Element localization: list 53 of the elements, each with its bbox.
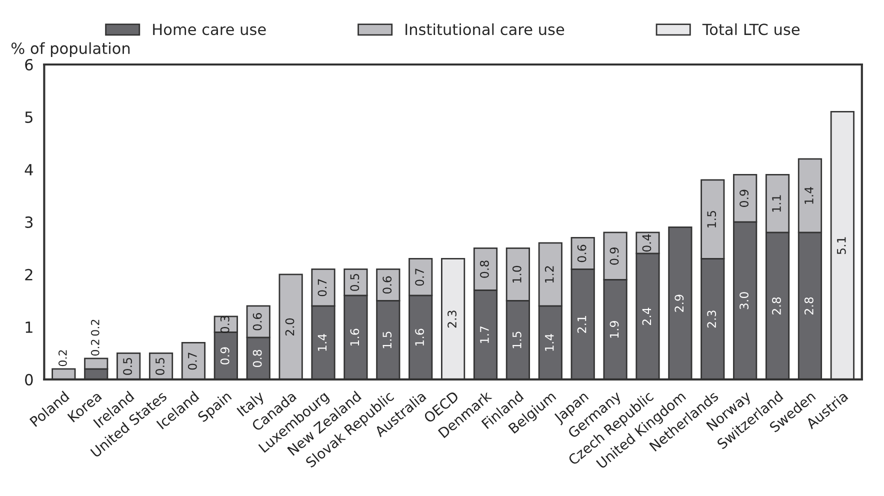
data-label: 0.7 <box>318 279 327 296</box>
data-label: 1.2 <box>544 266 554 283</box>
data-label: 2.0 <box>285 318 294 336</box>
data-label: 0.4 <box>642 234 652 252</box>
data-label: 2.9 <box>674 294 684 312</box>
data-label: 2.8 <box>804 297 814 314</box>
data-label: 0.2 <box>90 320 100 336</box>
data-label: 1.4 <box>545 334 554 351</box>
data-label: 1.9 <box>610 321 619 338</box>
data-label: 1.1 <box>772 195 781 212</box>
data-label: 0.2 <box>58 350 67 366</box>
legend-label: Home care use <box>153 24 266 36</box>
data-label: 0.9 <box>740 190 749 207</box>
data-label: 0.5 <box>156 358 164 375</box>
data-label: 0.6 <box>382 276 392 294</box>
y-tick-label: 2 <box>25 268 32 280</box>
data-label: 1.0 <box>512 266 522 283</box>
data-label: 0.2 <box>90 340 100 356</box>
data-label: 0.5 <box>123 358 132 375</box>
y-tick-label: 3 <box>25 216 33 228</box>
data-label: 1.7 <box>480 326 489 343</box>
data-label: 1.5 <box>707 210 716 228</box>
data-label: 0.5 <box>350 274 360 291</box>
data-label: 1.5 <box>512 332 522 348</box>
y-tick-label: 1 <box>26 322 32 333</box>
data-label: 1.6 <box>415 328 424 346</box>
data-label: 0.3 <box>220 316 230 333</box>
data-label: 0.8 <box>480 260 489 278</box>
y-tick-label: 5 <box>25 112 32 123</box>
data-label: 3.0 <box>740 292 749 310</box>
legend-label: Total LTC use <box>702 23 800 36</box>
data-label: 1.4 <box>318 334 327 351</box>
y-tick-label: 0 <box>25 374 33 386</box>
data-label: 0.9 <box>220 347 230 364</box>
data-label: 2.3 <box>448 310 456 328</box>
y-tick-label: 6 <box>25 58 33 70</box>
data-label: 2.8 <box>772 297 781 314</box>
data-label: 0.7 <box>415 268 424 286</box>
data-label: 2.4 <box>642 308 651 325</box>
y-axis-title: % of population <box>11 42 130 58</box>
data-label: 2.3 <box>707 310 716 328</box>
data-label: 0.9 <box>610 248 619 265</box>
data-label: 2.1 <box>577 316 586 333</box>
data-label: 0.6 <box>577 244 586 262</box>
data-label: 5.1 <box>837 237 846 254</box>
data-label: 0.6 <box>252 313 262 330</box>
data-label: 1.6 <box>350 328 360 346</box>
data-label: 0.8 <box>252 350 262 368</box>
data-label: 1.5 <box>382 332 392 348</box>
data-label: 0.7 <box>188 352 197 370</box>
data-label: 1.4 <box>804 186 814 204</box>
legend-label: Institutional care use <box>406 23 564 36</box>
y-tick-label: 4 <box>24 164 33 176</box>
